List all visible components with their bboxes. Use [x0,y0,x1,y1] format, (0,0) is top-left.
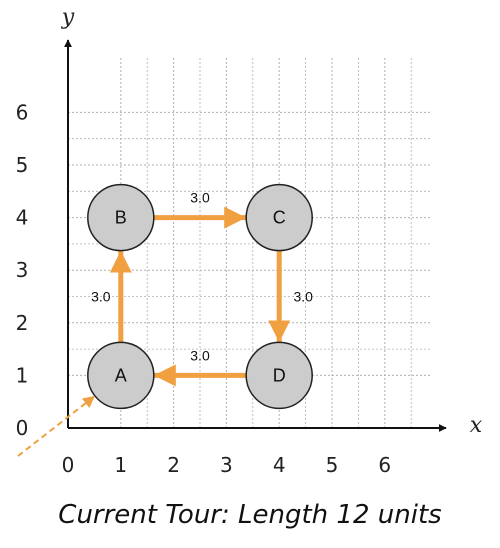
x-tick-label: 2 [167,453,180,477]
y-axis-label: y [61,5,75,30]
y-tick-label: 2 [16,311,29,335]
edge-label-b-c: 3.0 [190,190,210,206]
x-tick-label: 3 [220,453,233,477]
axes: x y [61,5,483,438]
y-tick-label: 0 [16,416,29,440]
x-tick-label: 0 [62,453,75,477]
node-d: D [245,341,313,410]
node-label: B [115,208,127,228]
tick-labels: 0 1 2 3 4 5 6 0 1 2 3 4 5 6 [16,100,392,477]
x-axis-label: x [470,413,483,438]
edge-label-d-a: 3.0 [190,347,210,363]
node-circle [87,341,155,410]
y-tick-label: 6 [16,100,29,124]
tour-nodes: A B C D [87,183,313,410]
node-label: A [115,365,127,385]
y-tick-label: 1 [16,363,29,387]
edge-label-c-d: 3.0 [293,289,313,305]
x-tick-label: 1 [114,453,127,477]
tour-caption: Current Tour: Length 12 units [58,500,442,530]
y-tick-label: 4 [16,206,29,230]
node-label: C [273,208,286,228]
edge-labels: 3.0 3.0 3.0 3.0 [91,190,313,364]
node-c: C [245,183,313,252]
tour-edges [109,206,291,387]
start-arrow [17,395,96,457]
node-circle [245,341,313,410]
edge-label-a-b: 3.0 [91,289,111,305]
x-tick-label: 6 [378,453,391,477]
x-tick-label: 4 [273,453,286,477]
node-a: A [87,341,155,410]
x-tick-label: 5 [326,453,339,477]
y-tick-label: 3 [16,258,29,282]
node-circle [245,183,313,252]
tour-diagram: x y 0 1 2 3 4 5 6 0 1 2 3 4 5 6 3.0 3.0 3.0 3.0 A B C D [16,5,483,477]
node-b: B [87,183,155,252]
node-label: D [273,365,286,385]
node-circle [87,183,155,252]
y-tick-label: 5 [16,153,29,177]
